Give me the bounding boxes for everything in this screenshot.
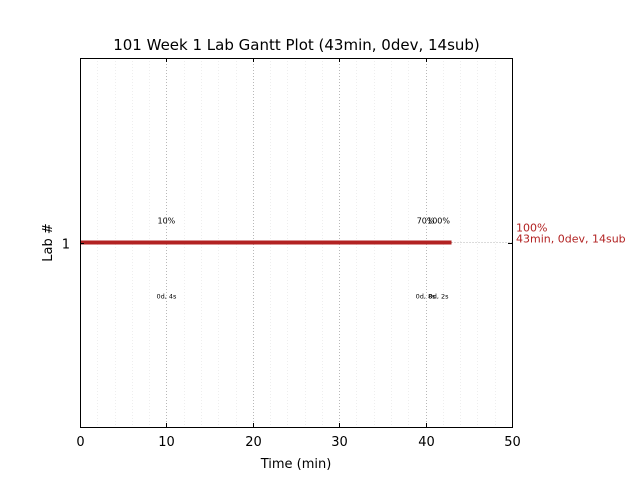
y-tick-label: 1	[62, 238, 70, 253]
x-tick-label: 10	[158, 435, 175, 450]
x-axis-label: Time (min)	[260, 457, 332, 472]
x-tick-label: 0	[76, 435, 84, 450]
chart-title: 101 Week 1 Lab Gantt Plot (43min, 0dev, …	[113, 36, 480, 54]
x-tick-label: 50	[504, 435, 521, 450]
axis-ticks: 0 10 20 30 40 50 1	[62, 58, 521, 450]
milestone-label-above: 100%	[427, 217, 450, 226]
bar-end-label-top: 100%	[516, 222, 547, 235]
milestone-label-below: 0d, 2s	[429, 293, 450, 301]
milestone-label-below: 0d, 8s	[416, 293, 437, 301]
x-tick-label: 30	[331, 435, 348, 450]
x-tick-label: 40	[418, 435, 435, 450]
bar-end-label-bottom: 43min, 0dev, 14sub	[516, 233, 626, 246]
milestone-label-below: 0d, 4s	[156, 293, 177, 301]
bars	[80, 240, 512, 245]
milestone-label-above: 10%	[158, 217, 176, 226]
gantt-bar	[80, 240, 452, 245]
x-tick-label: 20	[245, 435, 262, 450]
milestone-label-above: 70%	[417, 217, 435, 226]
y-axis-label: Lab #	[41, 223, 56, 262]
